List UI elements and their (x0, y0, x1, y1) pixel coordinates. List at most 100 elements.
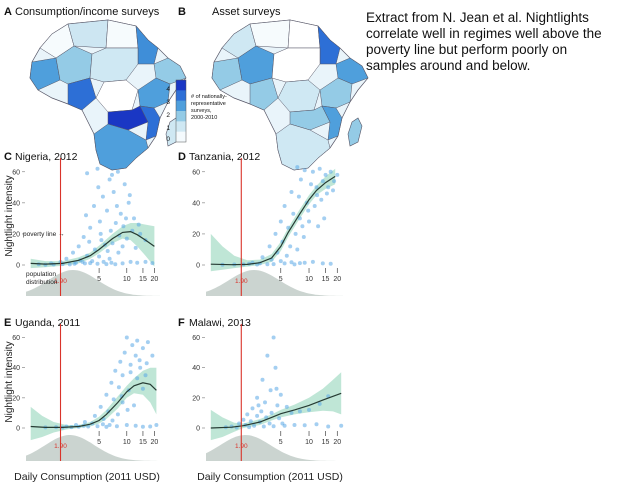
data-point (286, 225, 291, 230)
data-point (143, 259, 148, 264)
data-point (136, 222, 141, 227)
data-point (271, 335, 276, 340)
data-point (67, 262, 72, 267)
data-point (297, 261, 302, 266)
data-point (314, 422, 319, 427)
region-central-north (271, 47, 321, 83)
data-point (113, 368, 118, 373)
y-tick-label: 40 (192, 200, 200, 207)
y-tick-label: 20 (192, 231, 200, 238)
population-density (26, 270, 160, 296)
data-point (109, 260, 114, 265)
data-point (118, 359, 123, 364)
region-northeast (287, 19, 321, 49)
data-point (133, 423, 138, 428)
poverty-value-label: 1.90 (235, 278, 248, 285)
data-point (87, 239, 92, 244)
data-point (296, 194, 301, 199)
data-point (104, 392, 109, 397)
data-point (120, 261, 125, 266)
data-point (106, 409, 111, 414)
data-point (291, 211, 296, 216)
region-nigeria (249, 77, 279, 111)
data-point (105, 208, 109, 213)
data-point (322, 216, 327, 221)
data-point (250, 406, 255, 411)
data-point (328, 261, 333, 266)
data-point (125, 407, 130, 412)
legend-tick: 2 (166, 112, 170, 119)
region-south (93, 123, 149, 171)
data-point (312, 204, 317, 208)
africa-map-assets (211, 19, 369, 171)
data-point (88, 261, 93, 266)
data-point (84, 213, 88, 218)
data-point (260, 377, 265, 382)
y-tick-label: 20 (12, 395, 20, 402)
data-point (140, 346, 145, 351)
data-point (132, 403, 136, 408)
data-point (128, 370, 133, 375)
data-point (307, 219, 311, 224)
data-point (307, 407, 311, 412)
data-point (301, 235, 306, 239)
poverty-value-label: 1.90 (54, 443, 67, 450)
legend-label: # of nationally- (191, 94, 227, 100)
data-point (289, 410, 294, 415)
data-point (100, 194, 105, 199)
y-tick-label: 40 (192, 365, 200, 372)
data-point (132, 216, 136, 221)
data-point (128, 259, 133, 264)
scatter-panel-c: C Nigeria, 2012 60 40 20 0 5 10 15 20 1.90 poverty … (4, 151, 160, 296)
data-point (81, 235, 86, 239)
data-point (92, 204, 96, 208)
data-point (150, 353, 155, 358)
data-point (317, 166, 322, 171)
data-point (323, 172, 328, 177)
data-point (314, 185, 319, 190)
panel-title: Uganda, 2011 (15, 317, 80, 329)
region-northeast (105, 19, 139, 49)
data-point (324, 191, 329, 196)
scatter-panel-e: E Uganda, 2011 60 40 20 0 5 10 15 20 1.90 (4, 317, 160, 461)
y-tick-label: 60 (12, 169, 20, 176)
data-point (292, 262, 297, 267)
data-point (76, 244, 81, 249)
madagascar (347, 117, 363, 147)
region-west (211, 57, 243, 91)
legend-label: surveys, (191, 108, 212, 114)
data-point (104, 424, 109, 429)
data-point (135, 338, 140, 343)
data-point (284, 404, 289, 409)
data-point (122, 182, 127, 187)
region-southeast (139, 105, 161, 141)
x-tick-label: 15 (139, 276, 147, 283)
data-point (107, 423, 112, 427)
data-point (245, 412, 250, 417)
legend-label: representative (191, 101, 226, 107)
data-point (292, 423, 297, 427)
data-point (288, 244, 293, 249)
data-point (124, 216, 128, 221)
x-tick-label: 15 (322, 276, 330, 283)
data-point (72, 261, 77, 266)
data-point (126, 200, 131, 205)
data-point (268, 388, 273, 393)
data-point (264, 415, 269, 420)
data-point (275, 403, 280, 408)
x-axis-label: Daily Consumption (2011 USD) (14, 471, 160, 483)
x-tick-label: 10 (123, 276, 131, 283)
data-point (128, 362, 133, 367)
region-central-north (89, 47, 139, 83)
data-point (95, 166, 100, 171)
data-point (320, 261, 325, 266)
data-point (278, 259, 283, 264)
data-point (300, 224, 305, 229)
data-point (265, 262, 270, 267)
data-point (278, 392, 283, 397)
map-panel-a: A Consumption/income surveys (4, 6, 227, 171)
data-point (273, 231, 278, 236)
data-point (289, 260, 294, 265)
data-point (99, 238, 104, 243)
data-point (273, 365, 278, 370)
